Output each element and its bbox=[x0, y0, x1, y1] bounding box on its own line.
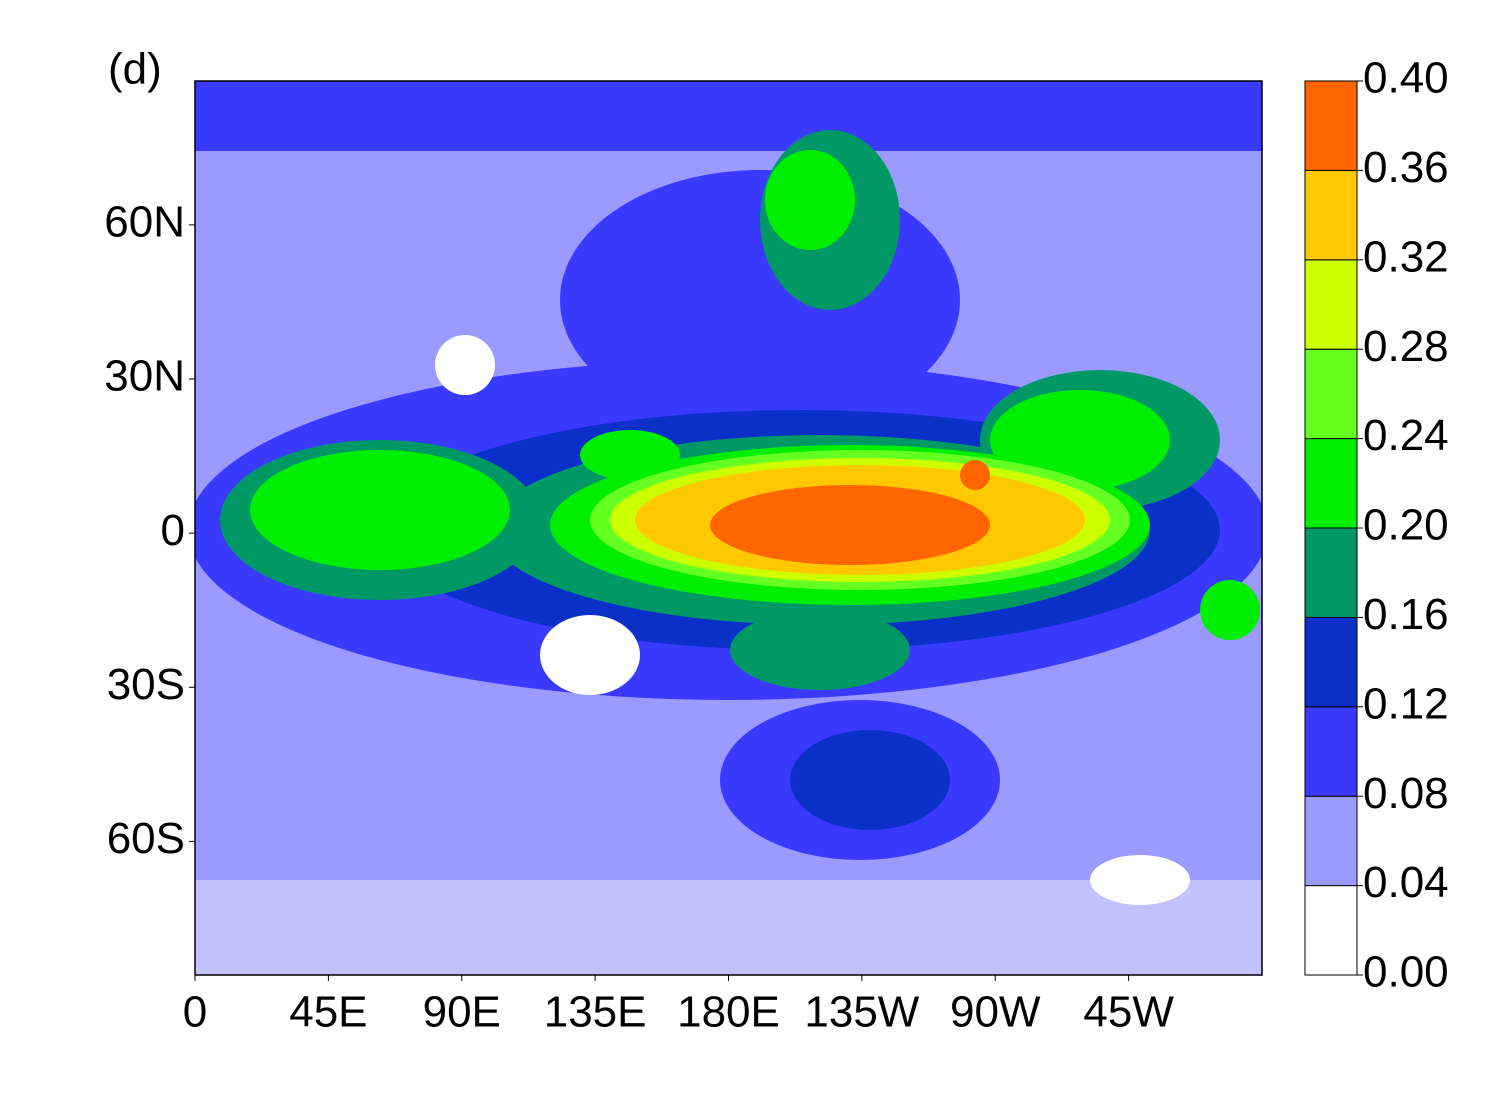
colorbar-label: 0.24 bbox=[1363, 411, 1449, 460]
field bbox=[195, 880, 1262, 975]
field bbox=[580, 430, 680, 480]
field bbox=[195, 81, 1262, 151]
map-field bbox=[195, 81, 1262, 975]
y-tick-label: 60S bbox=[107, 814, 185, 863]
colorbar-label: 0.12 bbox=[1363, 679, 1449, 728]
x-tick-label: 90E bbox=[423, 988, 501, 1037]
colorbar-box bbox=[1304, 169, 1358, 261]
colorbar-label: 0.04 bbox=[1363, 858, 1449, 907]
x-tick-label: 180E bbox=[677, 988, 780, 1037]
x-tick-label: 0 bbox=[183, 988, 207, 1037]
field bbox=[990, 390, 1170, 490]
field bbox=[435, 335, 495, 395]
panel-label: (d) bbox=[108, 45, 162, 94]
colorbar-box bbox=[1304, 527, 1358, 618]
field bbox=[1200, 580, 1260, 640]
colorbar-label: 0.20 bbox=[1363, 501, 1449, 550]
x-tick-label: 45W bbox=[1083, 988, 1174, 1037]
field bbox=[765, 150, 855, 250]
colorbar-label: 0.08 bbox=[1363, 769, 1449, 818]
field bbox=[790, 730, 950, 830]
field bbox=[560, 170, 960, 430]
x-tick-label: 135W bbox=[804, 988, 919, 1037]
y-tick-label: 30N bbox=[104, 352, 185, 401]
colorbar-box bbox=[1304, 795, 1358, 887]
field bbox=[710, 485, 990, 565]
colorbar-label: 0.28 bbox=[1363, 322, 1449, 371]
colorbar-label: 0.40 bbox=[1363, 54, 1449, 103]
y-tick-label: 30S bbox=[107, 660, 185, 709]
colorbar-box bbox=[1304, 438, 1358, 529]
colorbar-box bbox=[1304, 80, 1358, 171]
field bbox=[730, 610, 910, 690]
colorbar-label: 0.16 bbox=[1363, 590, 1449, 639]
colorbar-label: 0.36 bbox=[1363, 143, 1449, 192]
colorbar-box bbox=[1304, 706, 1358, 797]
field bbox=[1090, 855, 1190, 905]
colorbar-box bbox=[1304, 348, 1358, 440]
field bbox=[540, 615, 640, 695]
colorbar-label: 0.00 bbox=[1363, 948, 1449, 997]
colorbar-box bbox=[1304, 616, 1358, 708]
y-tick-label: 60N bbox=[104, 197, 185, 246]
field bbox=[250, 450, 510, 570]
x-tick-label: 90W bbox=[950, 988, 1041, 1037]
y-tick-label: 0 bbox=[161, 506, 185, 555]
colorbar-box bbox=[1304, 885, 1358, 976]
x-tick-label: 135E bbox=[544, 988, 647, 1037]
x-tick-label: 45E bbox=[289, 988, 367, 1037]
colorbar-box bbox=[1304, 259, 1358, 350]
field bbox=[960, 460, 990, 490]
colorbar-label: 0.32 bbox=[1363, 232, 1449, 281]
